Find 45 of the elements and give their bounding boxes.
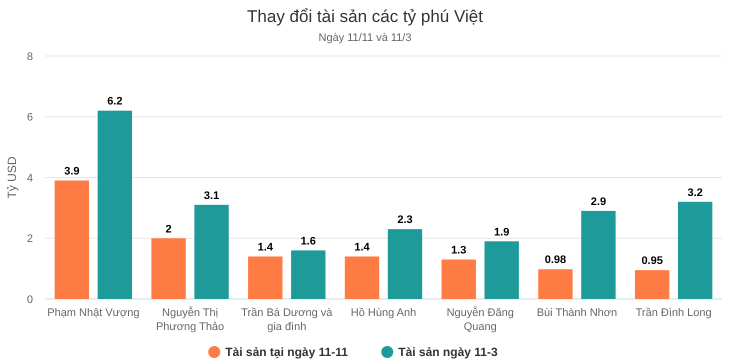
legend-label: Tài sản ngày 11-3 bbox=[398, 345, 498, 360]
data-label: 3.2 bbox=[687, 186, 703, 199]
bar bbox=[54, 180, 90, 299]
bar bbox=[344, 256, 380, 299]
data-label: 2 bbox=[166, 223, 172, 236]
x-tick-label: Nguyễn Thị Phương Thảo bbox=[156, 306, 224, 333]
legend-label: Tài sản tại ngày 11-11 bbox=[225, 345, 348, 360]
x-tick-label: Trần Bá Dương và gia đình bbox=[241, 307, 334, 333]
bar bbox=[248, 256, 282, 299]
bar bbox=[634, 270, 670, 299]
y-tick-label: 2 bbox=[26, 233, 33, 246]
data-label: 3.9 bbox=[64, 166, 80, 178]
x-tick-label: Bùi Thành Nhơn bbox=[536, 307, 618, 319]
y-tick-label: 8 bbox=[26, 50, 33, 63]
bar bbox=[538, 269, 573, 299]
data-label: 3.1 bbox=[204, 190, 220, 202]
bar bbox=[581, 210, 616, 299]
bar bbox=[484, 241, 519, 299]
x-tick-label: Nguyễn Đăng Quang bbox=[446, 306, 514, 333]
x-tick-label: Hồ Hùng Anh bbox=[350, 307, 416, 319]
bar bbox=[678, 202, 712, 299]
bar bbox=[98, 110, 132, 299]
data-label: 1.6 bbox=[300, 235, 316, 248]
bar bbox=[291, 250, 326, 299]
y-tick-label: 6 bbox=[26, 112, 33, 124]
data-label: 0.95 bbox=[641, 255, 663, 268]
bar bbox=[388, 229, 422, 299]
data-label: 6.2 bbox=[107, 96, 122, 108]
data-label: 1.3 bbox=[451, 244, 466, 257]
data-label: 0.98 bbox=[544, 254, 566, 266]
x-tick-label: Trần Đình Long bbox=[636, 307, 712, 319]
data-label: 1.4 bbox=[258, 241, 274, 254]
chart-subtitle: Ngày 11/11 và 11/3 bbox=[318, 32, 412, 44]
y-tick-label: 0 bbox=[26, 294, 33, 306]
data-label: 1.4 bbox=[354, 241, 371, 254]
data-label: 1.9 bbox=[494, 226, 510, 238]
chart-title: Thay đổi tài sản các tỷ phú Việt bbox=[247, 7, 484, 26]
data-label: 2.9 bbox=[590, 196, 606, 208]
y-tick-label: 4 bbox=[26, 172, 33, 184]
y-axis-title: Tỷ USD bbox=[5, 156, 19, 198]
data-label: 2.3 bbox=[397, 214, 413, 226]
bar bbox=[194, 204, 229, 299]
bar bbox=[442, 260, 476, 299]
bar bbox=[151, 238, 186, 299]
x-tick-label: Phạm Nhật Vượng bbox=[47, 307, 140, 319]
